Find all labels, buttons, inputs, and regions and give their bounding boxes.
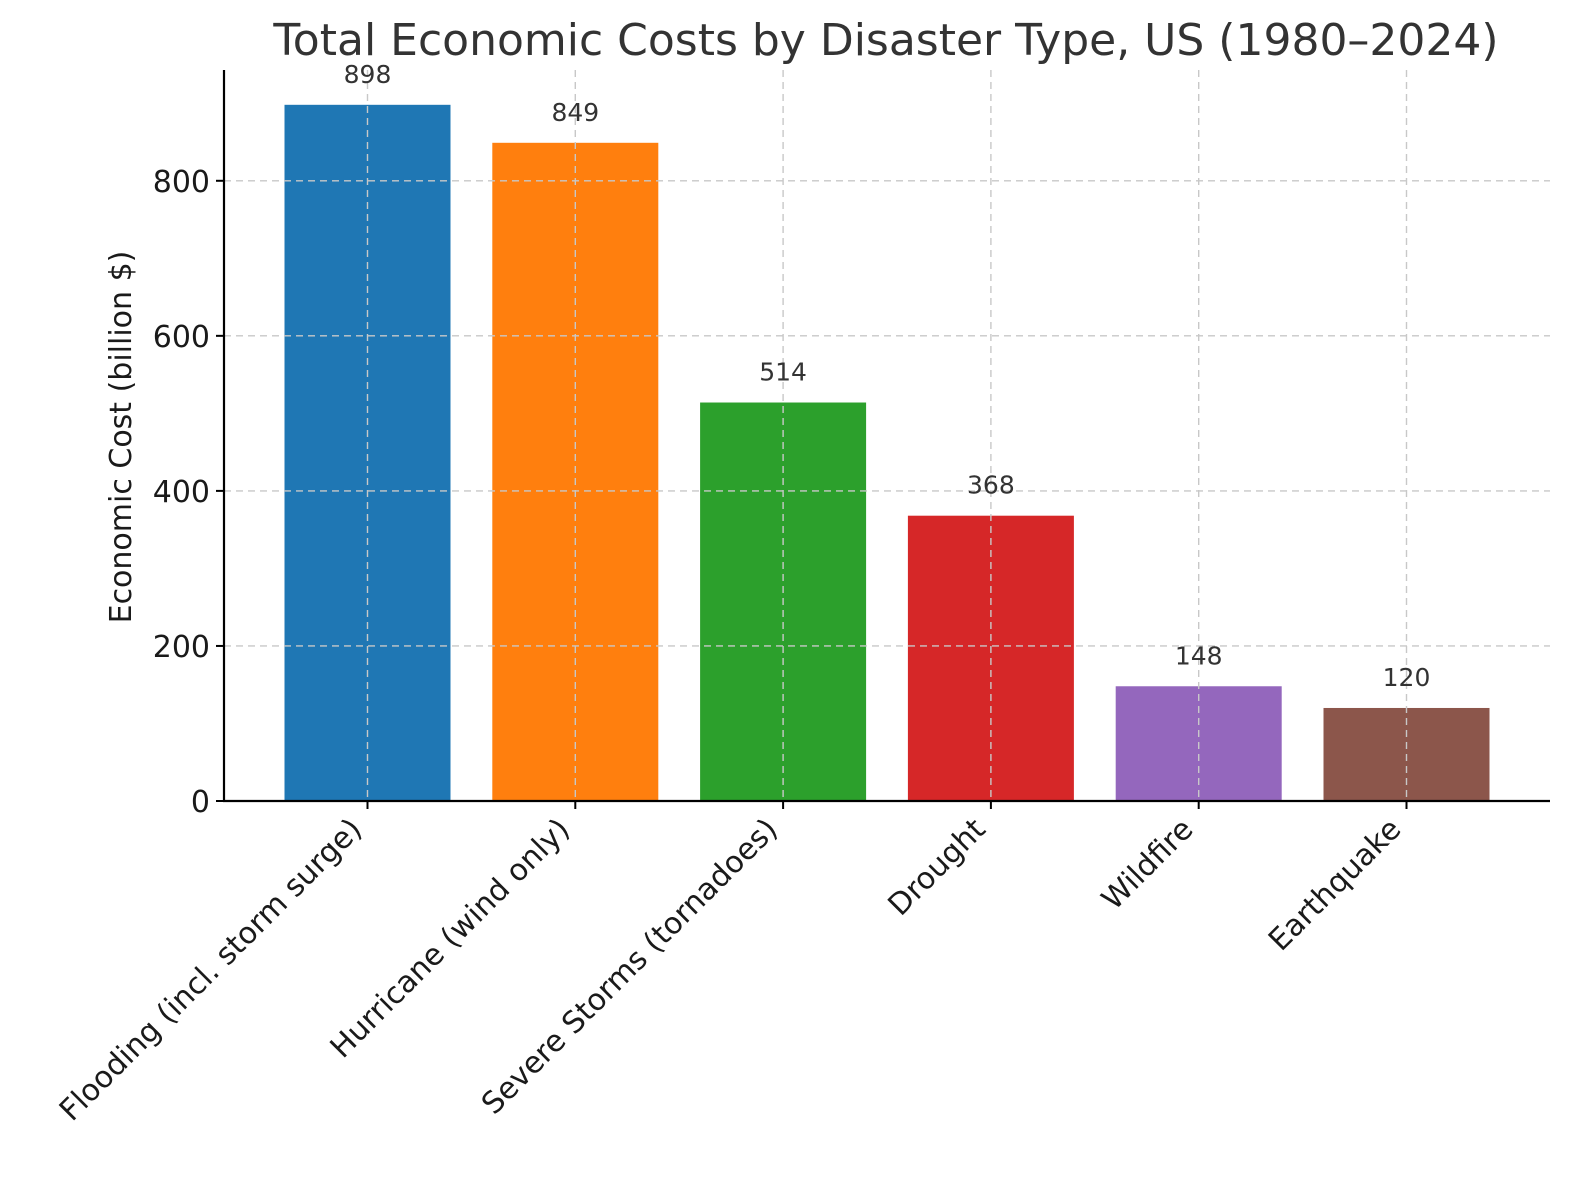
x-tick-label-4: Wildfire — [1095, 812, 1200, 917]
y-tick-label-4: 800 — [153, 165, 210, 200]
x-tick-label-3: Drought — [882, 812, 993, 923]
y-axis-label: Economic Cost (billion $) — [104, 251, 139, 624]
y-tick-label-3: 600 — [153, 320, 210, 355]
y-tick-label-1: 200 — [153, 630, 210, 665]
data-label-3: 368 — [967, 471, 1015, 500]
data-label-0: 898 — [344, 60, 392, 89]
data-label-2: 514 — [759, 358, 807, 387]
y-tick-label-2: 400 — [153, 475, 210, 510]
bars — [284, 104, 1490, 802]
data-label-1: 849 — [551, 98, 599, 127]
data-label-4: 148 — [1175, 641, 1223, 670]
chart-title: Total Economic Costs by Disaster Type, U… — [272, 15, 1498, 66]
x-tick-label-0: Flooding (incl. storm surge) — [53, 812, 369, 1128]
x-tick-label-5: Earthquake — [1262, 812, 1408, 958]
axes — [216, 70, 1550, 809]
x-tick-label-1: Hurricane (wind only) — [324, 812, 577, 1065]
data-label-5: 120 — [1383, 663, 1431, 692]
y-tick-label-0: 0 — [191, 785, 210, 820]
